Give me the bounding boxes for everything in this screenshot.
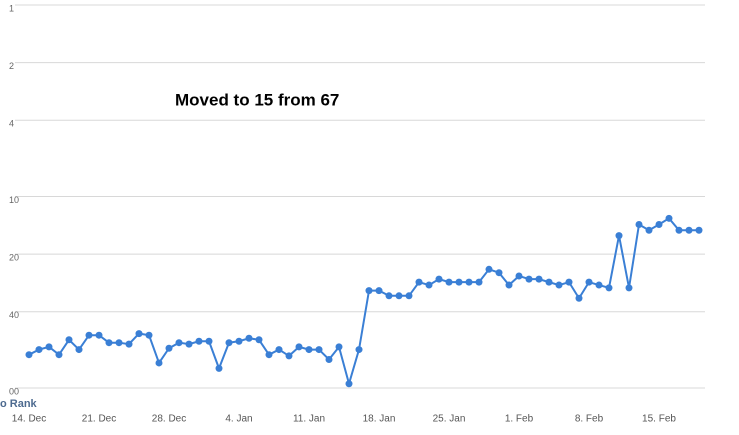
point xyxy=(35,346,43,354)
point xyxy=(235,337,243,345)
point xyxy=(635,220,643,228)
point xyxy=(485,265,493,273)
point xyxy=(285,352,293,360)
point xyxy=(305,346,313,354)
point xyxy=(145,331,153,339)
point xyxy=(645,226,653,234)
x-tick-label: 14. Dec xyxy=(12,414,46,425)
x-tick-label: 18. Jan xyxy=(363,414,396,425)
point xyxy=(65,336,73,344)
point xyxy=(85,331,93,339)
point xyxy=(535,275,543,283)
point xyxy=(325,356,333,364)
point xyxy=(605,284,613,292)
point xyxy=(45,343,53,351)
x-tick-label: 11. Jan xyxy=(293,414,325,425)
point xyxy=(625,284,633,292)
point xyxy=(685,226,693,234)
point xyxy=(515,272,523,280)
y-tick-label: 00 xyxy=(9,386,19,396)
point xyxy=(255,336,263,344)
point xyxy=(215,364,223,372)
point xyxy=(155,359,163,367)
x-tick-label: 4. Jan xyxy=(225,414,252,425)
point xyxy=(225,339,233,347)
point xyxy=(425,281,433,289)
point xyxy=(555,281,563,289)
point xyxy=(615,232,623,240)
point xyxy=(375,287,383,295)
point xyxy=(595,281,603,289)
point xyxy=(75,346,83,354)
point xyxy=(575,294,583,302)
point xyxy=(355,346,363,354)
point xyxy=(675,226,683,234)
x-tick-label: 8. Feb xyxy=(575,414,604,425)
point xyxy=(365,287,373,295)
point xyxy=(245,334,253,342)
point xyxy=(265,351,273,359)
y-tick-label: 4 xyxy=(9,119,14,129)
x-tick-label: 15. Feb xyxy=(642,414,676,425)
point xyxy=(545,278,553,286)
point xyxy=(335,343,343,351)
point xyxy=(295,343,303,351)
x-tick-label: 21. Dec xyxy=(82,414,116,425)
point xyxy=(55,351,63,359)
point xyxy=(525,275,533,283)
x-tick-label: 25. Jan xyxy=(433,414,466,425)
y-axis-label: o Rank xyxy=(0,398,38,410)
point xyxy=(395,292,403,300)
point xyxy=(315,346,323,354)
point xyxy=(655,220,663,228)
y-tick-label: 20 xyxy=(9,253,19,263)
point xyxy=(505,281,513,289)
point xyxy=(495,269,503,277)
x-tick-label: 28. Dec xyxy=(152,414,186,425)
y-tick-label: 2 xyxy=(9,61,14,71)
y-tick-label: 10 xyxy=(9,195,19,205)
point xyxy=(205,337,213,345)
point xyxy=(175,339,183,347)
point xyxy=(665,214,673,222)
point xyxy=(445,278,453,286)
point xyxy=(105,339,113,347)
point xyxy=(435,275,443,283)
point xyxy=(125,340,133,348)
point xyxy=(455,278,463,286)
point xyxy=(565,278,573,286)
point xyxy=(195,337,203,345)
point xyxy=(475,278,483,286)
line xyxy=(28,217,699,388)
y-tick-label: 1 xyxy=(9,3,14,13)
point xyxy=(345,380,353,388)
point xyxy=(25,351,33,359)
point xyxy=(185,340,193,348)
point xyxy=(135,330,143,338)
point xyxy=(465,278,473,286)
point xyxy=(275,346,283,354)
point xyxy=(695,226,703,234)
point xyxy=(585,278,593,286)
point xyxy=(405,292,413,300)
y-tick-label: 40 xyxy=(9,310,19,320)
point xyxy=(165,344,173,352)
point xyxy=(95,331,103,339)
point xyxy=(415,278,423,286)
point xyxy=(115,339,123,347)
annotation: Moved to 15 from 67 xyxy=(175,90,339,109)
point xyxy=(385,292,393,300)
x-tick-label: 1. Feb xyxy=(505,414,534,425)
